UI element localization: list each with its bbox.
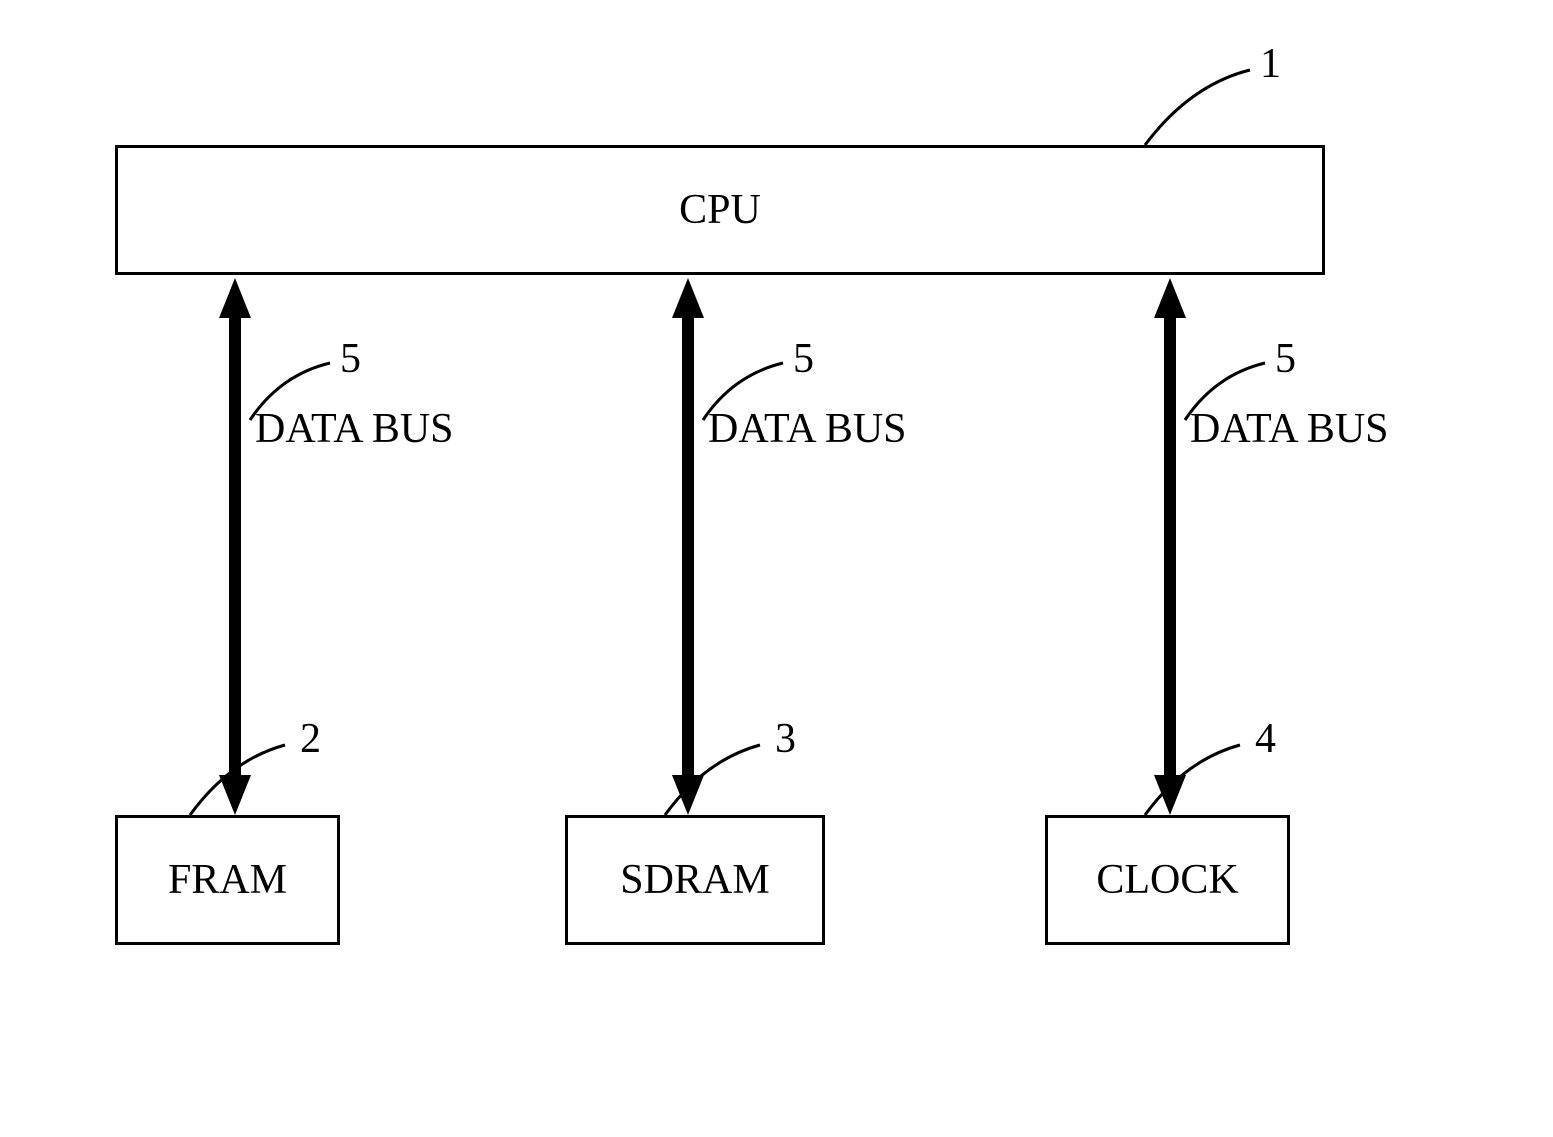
fram-block: FRAM bbox=[115, 815, 340, 945]
diagram-canvas: CPU 1 FRAM 2 SDRAM 3 CLOCK 4 5 DATA BUS … bbox=[0, 0, 1553, 1137]
sdram-block: SDRAM bbox=[565, 815, 825, 945]
cpu-label: CPU bbox=[679, 186, 761, 234]
bus2-arrow-up bbox=[672, 278, 704, 318]
bus1-ref: 5 bbox=[340, 335, 361, 383]
bus1-shaft bbox=[229, 310, 241, 780]
clock-block: CLOCK bbox=[1045, 815, 1290, 945]
bus3-label: DATA BUS bbox=[1190, 405, 1389, 453]
bus3-ref: 5 bbox=[1275, 335, 1296, 383]
fram-label: FRAM bbox=[168, 856, 287, 904]
bus3-arrow-up bbox=[1154, 278, 1186, 318]
bus2-shaft bbox=[682, 310, 694, 780]
cpu-ref: 1 bbox=[1260, 40, 1281, 88]
cpu-block: CPU bbox=[115, 145, 1325, 275]
bus2-arrow-down bbox=[672, 775, 704, 815]
sdram-ref: 3 bbox=[775, 715, 796, 763]
bus1-arrow-down bbox=[219, 775, 251, 815]
bus1-arrow-up bbox=[219, 278, 251, 318]
bus2-label: DATA BUS bbox=[708, 405, 907, 453]
bus2-ref: 5 bbox=[793, 335, 814, 383]
bus3-shaft bbox=[1164, 310, 1176, 780]
fram-ref: 2 bbox=[300, 715, 321, 763]
clock-label: CLOCK bbox=[1096, 856, 1238, 904]
cpu-leader bbox=[1140, 60, 1260, 150]
clock-ref: 4 bbox=[1255, 715, 1276, 763]
bus1-label: DATA BUS bbox=[255, 405, 454, 453]
sdram-label: SDRAM bbox=[620, 856, 769, 904]
bus3-arrow-down bbox=[1154, 775, 1186, 815]
